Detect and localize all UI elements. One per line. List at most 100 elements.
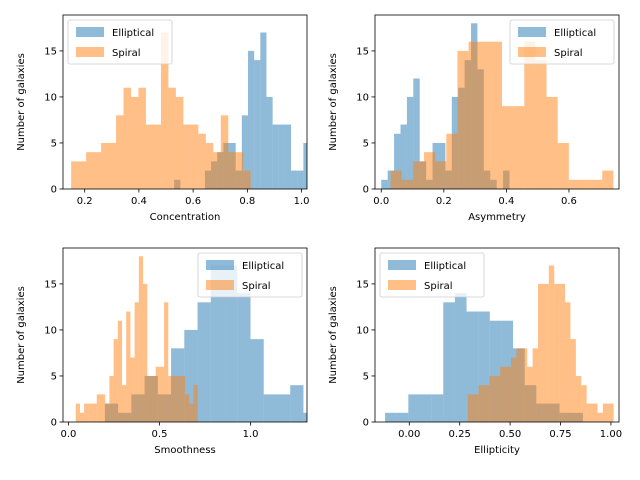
bar-spiral (235, 152, 244, 189)
bar-spiral (543, 283, 549, 422)
bar-spiral (220, 115, 229, 189)
subplot-3: 0.0 0.5 1.0 0 5 10 15 Smoothness Number of galax… (16, 247, 308, 456)
y-tick-label: 10 (44, 325, 57, 336)
bar-spiral (538, 283, 544, 422)
x-tick-label: 0.6 (561, 196, 577, 207)
bar-spiral (100, 394, 106, 422)
y-tick-label: 5 (51, 371, 57, 382)
y-tick-label: 10 (356, 325, 369, 336)
bar-elliptical (385, 412, 397, 422)
bars-group (385, 265, 614, 422)
y-tick-label: 5 (363, 371, 369, 382)
bar-spiral (557, 142, 569, 189)
bar-spiral (79, 412, 85, 422)
bar-spiral (151, 375, 156, 422)
axes-frame (62, 14, 308, 190)
legend-label-elliptical: Elliptical (112, 28, 154, 39)
bar-spiral (575, 375, 582, 422)
bar-elliptical (237, 293, 251, 422)
bar-spiral (500, 366, 506, 422)
bar-spiral (510, 357, 517, 422)
bar-spiral (535, 60, 547, 189)
bar-spiral (478, 385, 484, 422)
bar-spiral (75, 403, 80, 422)
bar-spiral (489, 375, 495, 422)
bar-elliptical (413, 78, 420, 189)
bar-elliptical (210, 265, 225, 422)
bar-elliptical (263, 394, 277, 422)
bar-spiral (176, 375, 181, 422)
x-axis-label: Ellipticity (474, 445, 520, 456)
bar-spiral (554, 283, 560, 422)
bar-spiral (93, 152, 102, 189)
bar-spiral (126, 311, 131, 422)
bar-elliptical (250, 339, 264, 422)
bar-spiral (147, 375, 152, 422)
x-tick-label: 0.4 (131, 196, 147, 207)
bar-spiral (579, 179, 592, 189)
bar-elliptical (248, 50, 255, 189)
bar-spiral (109, 375, 114, 422)
y-axis-label: Number of galaxies (328, 53, 339, 151)
bar-elliptical (408, 394, 420, 422)
x-tick-label: 0.0 (61, 429, 77, 440)
x-tick-label: 1.0 (294, 196, 310, 207)
bar-spiral (71, 161, 79, 189)
bar-spiral (138, 87, 146, 189)
bar-spiral (468, 41, 480, 189)
bar-spiral (130, 357, 135, 422)
bar-spiral (559, 283, 566, 422)
bar-spiral (608, 403, 614, 422)
legend-swatch-elliptical (518, 27, 546, 37)
bar-spiral (513, 106, 525, 189)
x-tick-label: 0.25 (449, 429, 471, 440)
bars-group (71, 32, 316, 189)
bar-elliptical (489, 320, 502, 422)
bar-spiral (494, 375, 501, 422)
bar-spiral (155, 366, 160, 422)
bar-elliptical (443, 302, 455, 422)
bar-spiral (570, 339, 576, 422)
x-tick-label: 1.0 (243, 429, 259, 440)
bar-spiral (412, 161, 425, 189)
subplot-4: 0.00 0.25 0.50 0.75 1.00 0 5 10 15 Ellipticity Num… (328, 247, 622, 456)
bar-spiral (228, 152, 236, 189)
bar-spiral (185, 394, 190, 422)
x-tick-label: 0.4 (498, 196, 514, 207)
bar-spiral (180, 375, 186, 422)
bar-elliptical (303, 412, 307, 422)
bar-spiral (586, 403, 593, 422)
legend: Elliptical Spiral (197, 252, 303, 298)
bar-elliptical (224, 265, 238, 422)
x-tick-label: 0.6 (185, 196, 201, 207)
y-tick-label: 10 (356, 92, 369, 103)
bar-elliptical (278, 124, 285, 189)
bar-elliptical (396, 412, 409, 422)
bar-spiral (134, 302, 139, 422)
y-tick-label: 0 (51, 185, 57, 196)
y-axis-label: Number of galaxies (16, 53, 27, 151)
bar-spiral (581, 385, 587, 422)
bar-spiral (101, 142, 109, 189)
bar-spiral (473, 394, 479, 422)
legend-swatch-elliptical (206, 260, 234, 270)
bar-spiral (205, 142, 214, 189)
bar-spiral (602, 403, 609, 422)
bar-spiral (78, 161, 87, 189)
bar-elliptical (400, 124, 407, 189)
bars-group (381, 23, 614, 189)
bar-spiral (565, 302, 571, 422)
y-tick-label: 15 (44, 46, 57, 57)
bar-elliptical (254, 60, 261, 189)
y-tick-label: 10 (44, 92, 57, 103)
axes-frame (62, 247, 308, 423)
bar-spiral (198, 133, 206, 189)
legend: Elliptical Spiral (67, 19, 173, 65)
bar-spiral (591, 179, 603, 189)
bar-elliptical (310, 161, 316, 189)
legend-label-spiral: Spiral (424, 281, 453, 292)
bar-elliptical (197, 302, 211, 422)
bar-spiral (390, 170, 402, 189)
axes-frame (374, 247, 620, 423)
